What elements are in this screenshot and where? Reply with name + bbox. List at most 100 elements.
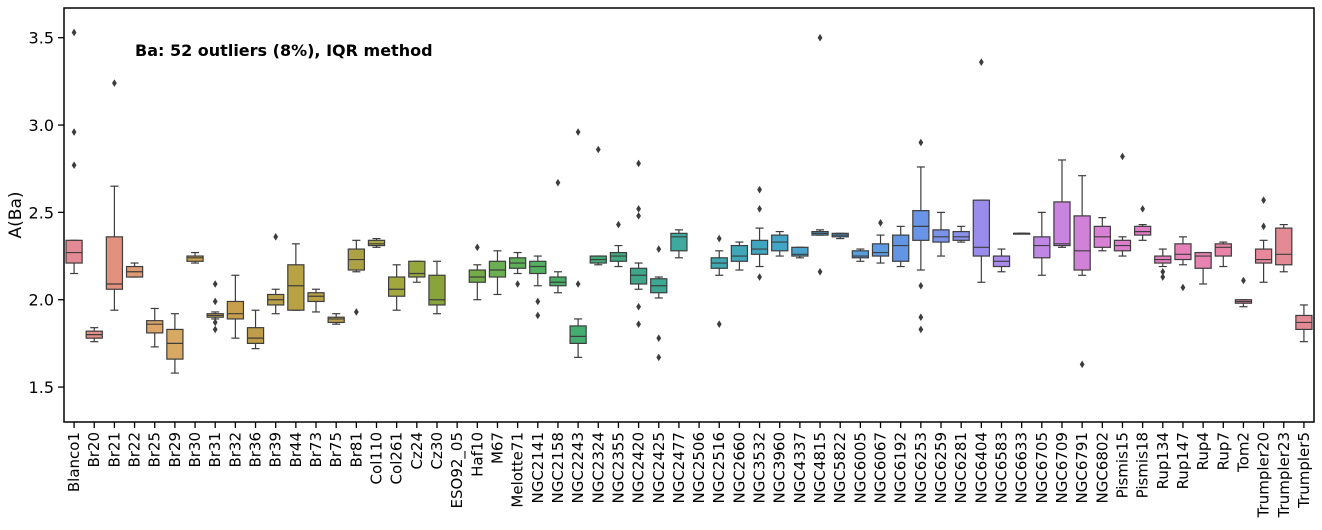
box-Br30 [186, 251, 204, 264]
outlier-point [918, 281, 924, 290]
iqr-box [105, 236, 124, 290]
x-tick-label: Rup147 [1174, 432, 1192, 489]
x-tick-label: NGC6709 [1053, 432, 1071, 504]
outlier-point [1180, 283, 1186, 292]
x-tick-label: Col110 [368, 432, 386, 484]
x-tick-label: Br81 [347, 432, 365, 468]
x-tick-label: NGC2425 [650, 432, 668, 504]
box-Br44 [287, 243, 305, 311]
outlier-point [71, 161, 77, 170]
plot-frame [63, 7, 1315, 423]
iqr-box [387, 276, 406, 297]
outlier-point [474, 243, 480, 252]
box-Trumpler23 [1275, 224, 1293, 273]
x-tick-label: M67 [488, 432, 506, 464]
outlier-point [353, 308, 359, 316]
box-NGC4815 [811, 33, 829, 276]
x-tick-label: Br29 [166, 432, 184, 468]
x-tick-label: Br30 [186, 432, 204, 468]
outlier-point [716, 234, 722, 243]
outlier-point [1079, 360, 1085, 369]
x-tick-label: NGC6005 [851, 432, 869, 504]
iqr-box [1073, 215, 1091, 271]
box-NGC2158 [549, 178, 567, 294]
iqr-box [1033, 236, 1051, 259]
outlier-point [212, 280, 218, 288]
iqr-box [791, 246, 809, 257]
outlier-point [636, 212, 641, 220]
outlier-point [918, 138, 924, 147]
iqr-box [1174, 243, 1192, 261]
iqr-box [307, 292, 325, 303]
iqr-box [670, 232, 688, 252]
x-tick-label: NGC2243 [569, 432, 587, 504]
x-tick-label: NGC2477 [670, 432, 688, 504]
x-tick-label: NGC6067 [872, 432, 890, 504]
box-Br22 [125, 262, 144, 278]
box-Br31 [206, 280, 224, 334]
x-tick-label: Col261 [388, 432, 406, 484]
outlier-annotation: Ba: 52 outliers (8%), IQR method [135, 41, 433, 60]
outlier-point [636, 302, 641, 311]
box-Pismis18 [1133, 205, 1152, 241]
box-NGC6192 [892, 225, 910, 268]
iqr-box [730, 244, 749, 262]
iqr-box [871, 243, 890, 257]
iqr-box [750, 239, 769, 255]
box-Col110 [367, 237, 386, 248]
y-tick-label: 2.0 [29, 291, 54, 310]
box-Rup147 [1174, 236, 1192, 292]
x-tick-label: NGC6791 [1073, 432, 1091, 504]
outlier-point [656, 353, 662, 362]
box-Pismis15 [1113, 152, 1132, 257]
box-Br21 [105, 79, 124, 311]
box-Rup4 [1194, 251, 1212, 285]
box-NGC6709 [1053, 159, 1071, 248]
x-tick-label: Br20 [85, 432, 103, 468]
outlier-point [575, 280, 581, 288]
x-tick-label: NGC4337 [791, 432, 809, 504]
x-tick-label: NGC2141 [529, 432, 547, 504]
x-tick-label: Tom2 [1234, 432, 1252, 473]
box-NGC2141 [529, 255, 547, 320]
outlier-point [575, 128, 581, 136]
x-tick-label: NGC6802 [1093, 432, 1111, 504]
outlier-point [616, 220, 621, 229]
x-tick-label: Br44 [287, 432, 305, 468]
box-Br25 [146, 307, 164, 348]
iqr-box [972, 199, 991, 257]
box-Br29 [166, 313, 184, 374]
x-tick-label: NGC2516 [710, 432, 728, 504]
iqr-box [529, 260, 547, 275]
box-NGC3960 [771, 230, 789, 257]
box-NGC2660 [730, 241, 749, 271]
x-tick-label: NGC6192 [892, 432, 910, 504]
box-Blanco1 [65, 28, 83, 275]
box-Col261 [387, 264, 406, 311]
iqr-box [771, 234, 789, 252]
iqr-box [65, 239, 83, 264]
x-tick-label: ESO92_05 [448, 432, 467, 508]
box-Melotte71 [508, 251, 527, 288]
x-tick-label: Pismis18 [1134, 432, 1152, 498]
iqr-box [226, 300, 245, 320]
x-tick-label: Br32 [226, 432, 244, 468]
outlier-point [71, 28, 77, 37]
box-NGC2516 [710, 234, 728, 328]
x-tick-label: NGC3532 [751, 432, 769, 504]
outlier-point [212, 325, 218, 334]
outlier-point [757, 205, 762, 213]
iqr-box [428, 274, 446, 306]
x-tick-label: Br22 [126, 432, 144, 468]
iqr-box [186, 255, 204, 262]
x-tick-label: Blanco1 [65, 432, 83, 492]
outlier-point [656, 334, 662, 342]
box-NGC6281 [952, 225, 970, 243]
outlier-point [757, 273, 762, 281]
box-NGC5822 [831, 232, 849, 240]
box-Br75 [327, 313, 345, 325]
outlier-point [1241, 276, 1246, 285]
box-Tom2 [1234, 276, 1253, 308]
box-NGC6791 [1073, 175, 1091, 369]
box-Haf10 [468, 243, 486, 301]
